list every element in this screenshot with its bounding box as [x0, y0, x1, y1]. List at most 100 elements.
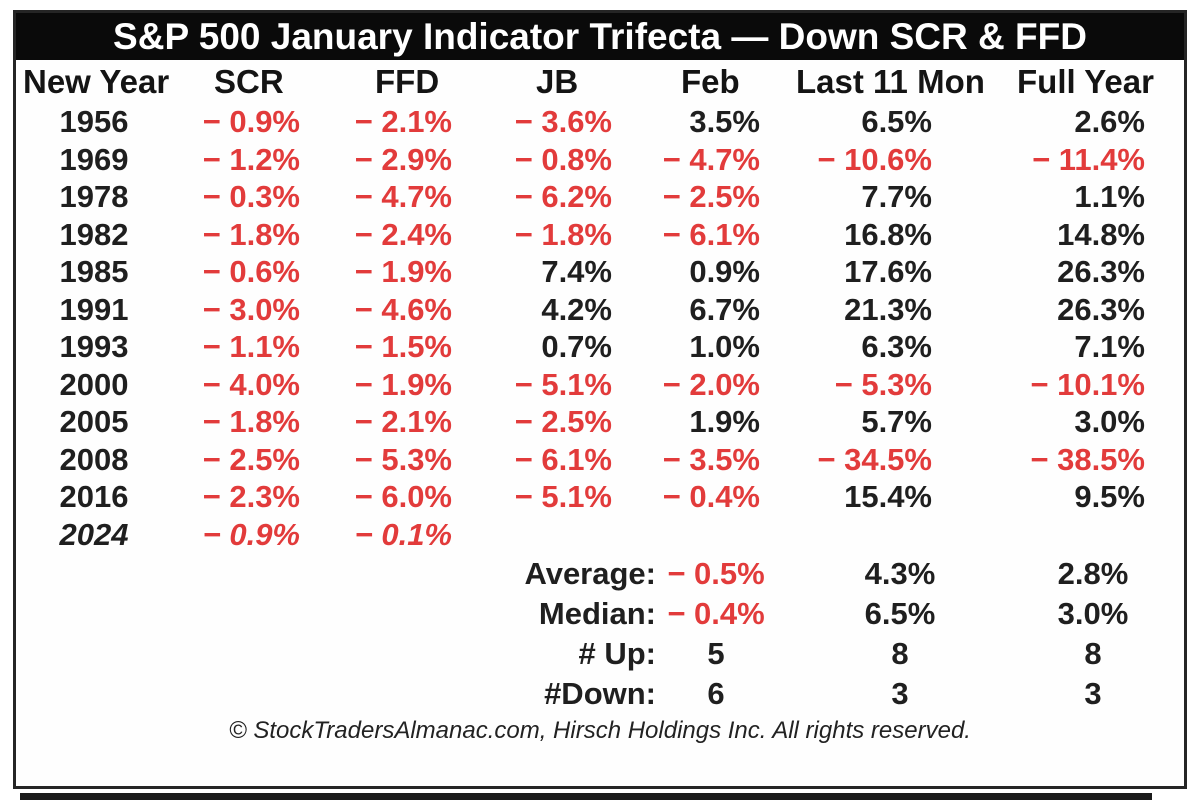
cell-jb: − 2.5%: [514, 404, 612, 440]
cell-jb: − 3.6%: [514, 104, 612, 140]
cell-scr: − 2.5%: [202, 441, 300, 477]
column-header-ffd: FFD: [375, 63, 440, 100]
cell-full-year: − 38.5%: [1030, 441, 1145, 477]
summary-value-last-11-mon: 6.5%: [864, 595, 936, 631]
summary-label: Median:: [538, 595, 656, 631]
column-header-scr: SCR: [214, 63, 284, 100]
column-header-full-year: Full Year: [1017, 63, 1154, 100]
cell-scr: − 0.9%: [202, 516, 300, 552]
cell-ffd: − 2.9%: [354, 141, 452, 177]
cell-last-11-mon: − 34.5%: [817, 441, 932, 477]
summary-value-last-11-mon: 4.3%: [864, 555, 936, 591]
cell-last-11-mon: 7.7%: [861, 179, 932, 215]
cell-feb: − 2.0%: [662, 366, 760, 402]
cell-full-year: 1.1%: [1074, 179, 1145, 215]
table-row: 1978 − 0.3% − 4.7% − 6.2% − 2.5% 7.7% 1.…: [16, 178, 1184, 216]
copyright-footer: © StockTradersAlmanac.com, Hirsch Holdin…: [16, 713, 1184, 749]
cell-feb: 1.0%: [689, 329, 760, 365]
table-row: 1993 − 1.1% − 1.5% 0.7% 1.0% 6.3% 7.1%: [16, 328, 1184, 366]
summary-section: Average: − 0.5% 4.3% 2.8% Median: − 0.4%…: [16, 553, 1184, 713]
summary-row: #Down: 6 3 3: [16, 673, 1184, 713]
cell-year: 1985: [59, 254, 129, 290]
cell-feb: 1.9%: [689, 404, 760, 440]
cell-feb: − 3.5%: [662, 441, 760, 477]
cell-full-year: 26.3%: [1057, 291, 1145, 327]
summary-value-full-year: 3.0%: [1057, 595, 1129, 631]
cell-ffd: − 1.5%: [354, 329, 452, 365]
cell-year: 2000: [59, 366, 129, 402]
cell-feb: − 6.1%: [662, 216, 760, 252]
table-row: 2000 − 4.0% − 1.9% − 5.1% − 2.0% − 5.3% …: [16, 366, 1184, 404]
cell-scr: − 1.2%: [202, 141, 300, 177]
cell-scr: − 0.6%: [202, 254, 300, 290]
cell-jb: − 6.2%: [514, 179, 612, 215]
cell-scr: − 1.8%: [202, 216, 300, 252]
cell-full-year: 14.8%: [1057, 216, 1145, 252]
table-row: 2005 − 1.8% − 2.1% − 2.5% 1.9% 5.7% 3.0%: [16, 403, 1184, 441]
cell-feb: 3.5%: [689, 104, 760, 140]
cell-ffd: − 1.9%: [354, 366, 452, 402]
table-row: 2016 − 2.3% − 6.0% − 5.1% − 0.4% 15.4% 9…: [16, 478, 1184, 516]
summary-row: Median: − 0.4% 6.5% 3.0%: [16, 593, 1184, 633]
cell-ffd: − 6.0%: [354, 479, 452, 515]
summary-value-feb: 6: [707, 675, 725, 711]
cell-year: 2005: [59, 404, 129, 440]
table-row: 2008 − 2.5% − 5.3% − 6.1% − 3.5% − 34.5%…: [16, 441, 1184, 479]
table-body: 1956 − 0.9% − 2.1% − 3.6% 3.5% 6.5% 2.6%…: [16, 103, 1184, 553]
cell-year: 2008: [59, 441, 129, 477]
summary-value-feb: − 0.4%: [667, 595, 765, 631]
cell-last-11-mon: 6.3%: [861, 329, 932, 365]
summary-value-full-year: 2.8%: [1057, 555, 1129, 591]
cell-year: 2016: [59, 479, 129, 515]
cell-full-year: 9.5%: [1074, 479, 1145, 515]
summary-label: # Up:: [578, 635, 657, 671]
column-header-row: New Year SCR FFD JB Feb Last 11 Mon Full…: [16, 60, 1184, 103]
table-row: 1969 − 1.2% − 2.9% − 0.8% − 4.7% − 10.6%…: [16, 141, 1184, 179]
cropped-next-title-bar: [20, 793, 1152, 800]
summary-value-last-11-mon: 8: [891, 635, 909, 671]
cell-year: 1991: [59, 291, 129, 327]
cell-scr: − 2.3%: [202, 479, 300, 515]
cell-last-11-mon: − 10.6%: [817, 141, 932, 177]
cell-full-year: − 10.1%: [1030, 366, 1145, 402]
table-title-bar: S&P 500 January Indicator Trifecta — Dow…: [16, 13, 1184, 60]
summary-label: Average:: [524, 555, 656, 591]
cell-ffd: − 2.1%: [354, 404, 452, 440]
cell-jb: 0.7%: [541, 329, 612, 365]
cell-last-11-mon: − 5.3%: [834, 366, 932, 402]
table-row: 2024 − 0.9% − 0.1%: [16, 516, 1184, 554]
cell-jb: − 5.1%: [514, 479, 612, 515]
cell-ffd: − 2.1%: [354, 104, 452, 140]
cell-full-year: − 11.4%: [1032, 141, 1145, 177]
cell-year: 1956: [59, 104, 129, 140]
cell-year: 1982: [59, 216, 129, 252]
cell-full-year: 26.3%: [1057, 254, 1145, 290]
cell-feb: 6.7%: [689, 291, 760, 327]
trifecta-table: S&P 500 January Indicator Trifecta — Dow…: [13, 10, 1187, 789]
cell-year: 1993: [59, 329, 129, 365]
summary-value-feb: − 0.5%: [667, 555, 765, 591]
summary-row: Average: − 0.5% 4.3% 2.8%: [16, 553, 1184, 593]
cell-jb: − 6.1%: [514, 441, 612, 477]
summary-value-feb: 5: [707, 635, 725, 671]
table-title: S&P 500 January Indicator Trifecta — Dow…: [113, 15, 1087, 57]
column-header-last-11-mon: Last 11 Mon: [796, 63, 985, 100]
cell-scr: − 4.0%: [202, 366, 300, 402]
column-header-new-year: New Year: [23, 63, 170, 100]
cell-full-year: 2.6%: [1074, 104, 1145, 140]
cell-last-11-mon: 15.4%: [844, 479, 932, 515]
copyright-text: © StockTradersAlmanac.com, Hirsch Holdin…: [229, 717, 971, 744]
cell-year: 2024: [59, 516, 129, 552]
table-row: 1985 − 0.6% − 1.9% 7.4% 0.9% 17.6% 26.3%: [16, 253, 1184, 291]
table-row: 1991 − 3.0% − 4.6% 4.2% 6.7% 21.3% 26.3%: [16, 291, 1184, 329]
column-header-feb: Feb: [681, 63, 740, 100]
cell-jb: 7.4%: [541, 254, 612, 290]
cell-year: 1969: [59, 141, 129, 177]
cell-jb: 4.2%: [541, 291, 612, 327]
cell-jb: − 1.8%: [514, 216, 612, 252]
summary-row: # Up: 5 8 8: [16, 633, 1184, 673]
cell-full-year: 3.0%: [1074, 404, 1145, 440]
cell-ffd: − 0.1%: [354, 516, 452, 552]
cell-last-11-mon: 5.7%: [861, 404, 932, 440]
